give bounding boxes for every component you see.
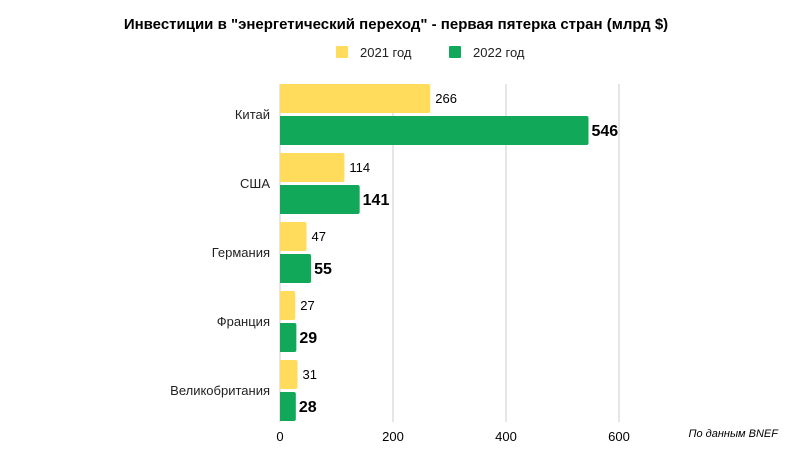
bar-2021 — [280, 222, 307, 251]
bar-2021 — [280, 153, 345, 182]
bar-2022 — [280, 185, 360, 214]
category-label: Германия — [212, 245, 270, 260]
x-tick-label: 200 — [382, 429, 404, 444]
data-label: 141 — [363, 192, 390, 209]
legend: 2021 год 2022 год — [336, 45, 525, 60]
x-tick-label: 0 — [276, 429, 283, 444]
bars: 266 546 114 141 47 55 27 29 31 28 — [280, 84, 618, 421]
bar-2021 — [280, 360, 298, 389]
bar-2022 — [280, 254, 312, 283]
bar-2022 — [280, 116, 589, 145]
bar-2021 — [280, 84, 431, 113]
bar-2021 — [280, 291, 296, 320]
legend-label: 2021 год — [360, 45, 412, 60]
data-label: 47 — [312, 229, 326, 244]
category-label: Китай — [235, 107, 270, 122]
category-label: Великобритания — [170, 383, 270, 398]
category-label: Франция — [217, 314, 270, 329]
bar-2022 — [280, 392, 296, 421]
legend-label: 2022 год — [473, 45, 525, 60]
legend-swatch — [336, 46, 348, 58]
category-labels: Китай США Германия Франция Великобритания — [170, 107, 270, 398]
x-tick-label: 600 — [608, 429, 630, 444]
data-label: 546 — [591, 123, 618, 140]
data-label: 28 — [299, 399, 317, 416]
bar-2022 — [280, 323, 297, 352]
legend-swatch — [449, 46, 461, 58]
data-label: 27 — [300, 298, 314, 313]
data-label: 266 — [435, 91, 457, 106]
source-annotation: По данным BNEF — [689, 428, 780, 440]
x-tick-labels: 0 200 400 600 — [276, 429, 629, 444]
category-label: США — [240, 176, 270, 191]
x-tick-label: 400 — [495, 429, 517, 444]
data-label: 55 — [314, 261, 332, 278]
data-label: 31 — [303, 367, 317, 382]
data-label: 114 — [349, 160, 370, 175]
chart-title: Инвестиции в "энергетический переход" - … — [124, 16, 668, 33]
data-label: 29 — [299, 330, 317, 347]
